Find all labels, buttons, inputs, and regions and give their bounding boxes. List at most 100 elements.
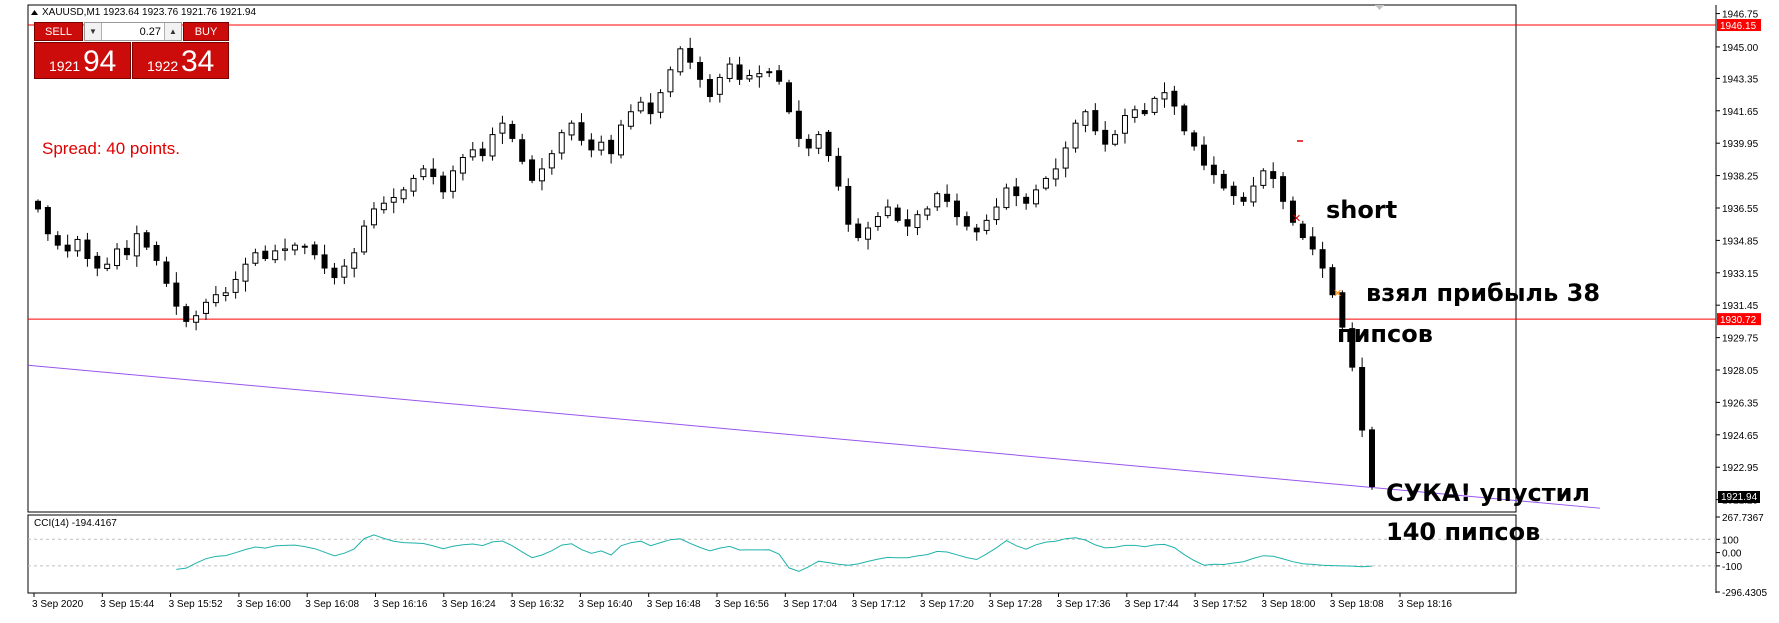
lot-size-input[interactable]: [102, 23, 164, 40]
candle-bull: [726, 63, 733, 79]
candle-bear: [647, 102, 654, 115]
horizontal-line-badge: [1717, 313, 1761, 326]
candle-bull: [1042, 177, 1049, 189]
lot-size-control: ▼ ▲: [84, 22, 182, 41]
candle-bull: [410, 177, 417, 192]
trend-line-group[interactable]: [27, 364, 1601, 509]
candle-bear: [153, 244, 160, 261]
candle-bear: [1309, 236, 1316, 250]
candle-bear: [94, 255, 101, 269]
candle-bear: [1230, 185, 1237, 197]
price-tick-label: 1943.35: [1722, 74, 1759, 85]
candle-bull: [667, 69, 674, 93]
candle-bull: [1260, 170, 1267, 186]
horizontal-lines[interactable]: 1946.15 1930.72: [28, 19, 1761, 326]
chart-shift-marker[interactable]: [1375, 5, 1384, 10]
candle-bull: [983, 219, 990, 231]
candle-bull: [598, 141, 605, 151]
spread-text: Spread: 40 points.: [42, 139, 180, 158]
candle-bear: [963, 216, 970, 227]
candle-bear: [163, 261, 170, 284]
candle-bear: [1092, 110, 1099, 132]
candle-bull: [341, 265, 348, 278]
time-tick-label: 3 Sep 16:00: [237, 599, 291, 610]
candle-bull: [637, 101, 644, 112]
lot-decrease-button[interactable]: ▼: [85, 23, 102, 40]
cci-tick-label: 267.7367: [1722, 513, 1764, 524]
cci-tick-label: -296.4305: [1722, 588, 1767, 599]
time-tick-label: 3 Sep 17:04: [783, 599, 837, 610]
time-tick-label: 3 Sep 16:08: [305, 599, 359, 610]
cci-indicator: 267.7367 100 0.00 -100 -296.4305: [28, 513, 1767, 599]
candle-bear: [35, 200, 41, 210]
time-tick-label: 3 Sep 17:52: [1193, 599, 1247, 610]
candle-bull: [1151, 97, 1158, 113]
candle-bull: [934, 193, 941, 208]
candle-bear: [1181, 105, 1188, 132]
candle-bear: [1220, 173, 1227, 189]
candles: [35, 37, 1375, 490]
candle-bull: [390, 197, 397, 203]
time-tick-label: 3 Sep 18:00: [1261, 599, 1315, 610]
candle-bear: [697, 62, 704, 80]
candle-bear: [953, 200, 960, 218]
candle-bear: [143, 232, 150, 248]
candle-bull: [548, 153, 555, 169]
current-price-badge: [1718, 491, 1760, 503]
candle-bear: [578, 122, 585, 141]
candle-bear: [183, 306, 190, 322]
candle-bull: [865, 227, 872, 240]
price-tick-label: 1936.55: [1722, 204, 1759, 215]
price-tick-label: 1926.35: [1722, 398, 1759, 409]
main-chart-frame: [27, 4, 1517, 513]
sell-button[interactable]: SELL: [34, 22, 83, 41]
candle-bear: [1240, 196, 1247, 202]
symbol-menu-icon[interactable]: [31, 10, 38, 15]
candle-bear: [1339, 292, 1346, 328]
annotation-short: short: [1326, 196, 1397, 224]
sell-price-button[interactable]: 1921 94: [34, 42, 131, 79]
candle-bear: [1369, 429, 1375, 487]
time-tick-label: 3 Sep 17:28: [988, 599, 1042, 610]
buy-price-big: 34: [181, 45, 215, 78]
candle-bear: [321, 254, 328, 269]
candle-bear: [301, 245, 308, 248]
candle-bull: [282, 248, 289, 251]
candle-bull: [1062, 147, 1069, 169]
cci-tick-label: 0.00: [1722, 549, 1742, 560]
candle-bull: [1072, 122, 1079, 149]
candle-bear: [1191, 132, 1198, 147]
time-tick-label: 3 Sep 16:56: [715, 599, 769, 610]
candle-bull: [677, 48, 684, 73]
candle-bear: [825, 131, 832, 157]
candle-bull: [212, 294, 219, 304]
candle-bull: [993, 206, 1000, 221]
time-tick-label: 3 Sep 16:32: [510, 599, 564, 610]
candle-bear: [509, 123, 516, 139]
candle-bull: [291, 244, 298, 251]
buy-price-button[interactable]: 1922 34: [132, 42, 229, 79]
symbol-header: XAUUSD,M1 1923.64 1923.76 1921.76 1921.9…: [42, 7, 256, 18]
candle-bull: [202, 301, 209, 314]
candle-bull: [1033, 189, 1040, 205]
candle-bull: [618, 124, 625, 156]
candle-bull: [568, 122, 575, 136]
candle-bull: [874, 216, 881, 227]
cci-line: [176, 534, 1373, 572]
lot-increase-button[interactable]: ▲: [164, 23, 181, 40]
price-tick-label: 1946.75: [1722, 10, 1759, 21]
candle-bull: [538, 168, 545, 182]
annotation-pips-2: 140 пипсов: [1386, 518, 1540, 546]
candle-bear: [1171, 90, 1178, 107]
time-tick-label: 3 Sep 17:36: [1057, 599, 1111, 610]
candle-bear: [173, 282, 180, 307]
candle-bull: [627, 111, 634, 127]
candle-bear: [331, 267, 338, 279]
candle-bull: [370, 208, 377, 226]
candle-bear: [845, 185, 852, 225]
candle-bull: [1131, 109, 1138, 118]
candle-bull: [657, 92, 664, 113]
cci-tick-label: -100: [1722, 562, 1742, 573]
buy-button[interactable]: BUY: [183, 22, 229, 41]
